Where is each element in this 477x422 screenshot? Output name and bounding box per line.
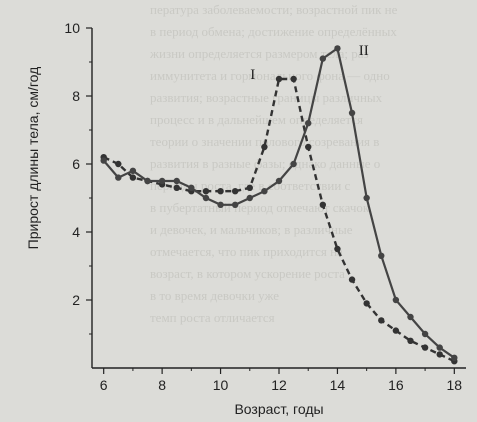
data-point [231,201,239,208]
background-text-line: в период обмена; достижение определённых [150,24,397,39]
data-point [188,184,195,191]
data-point [246,194,253,202]
x-tick-label: 16 [388,377,404,393]
background-text-line: иммунитета и гормонального фона — одно [150,68,390,83]
data-point [334,45,341,52]
x-tick-label: 14 [330,377,346,393]
data-point [158,177,166,185]
data-point [202,188,210,195]
data-point [305,120,312,127]
x-tick-label: 8 [158,377,166,393]
data-point [334,245,341,253]
y-tick-label: 8 [72,88,80,104]
data-point [144,177,151,185]
data-point [451,354,458,361]
data-point [100,157,107,164]
data-point [129,167,137,174]
data-point [436,351,443,358]
data-point [378,252,385,259]
data-point [421,344,429,351]
y-tick-label: 4 [72,224,80,240]
background-text-line: возраст, в котором ускорение роста [150,266,345,281]
data-point [305,143,312,151]
data-point [261,143,268,151]
data-point [231,188,239,195]
x-axis-title: Возраст, годы [234,401,323,417]
background-text-line: жизни определяется размером тела; раз [149,46,369,61]
x-tick-label: 18 [447,377,463,393]
y-tick-label: 6 [72,156,80,172]
axis-ticks: 6 8 10 12 14 16 18 2 4 6 8 10 [64,20,462,393]
data-point [115,174,122,181]
series-layer: III [100,43,458,365]
background-text-line: в пубертатный период отмечают скачок [150,200,370,215]
background-text-line: в то время девочки уже [150,288,279,303]
series-label: I [250,67,255,83]
background-text-line: и девочек, и мальчиков; в различные [150,222,353,237]
background-text-line: отмечается, что пик приходится на [150,244,343,259]
background-text-line: пература заболеваемости; возрастной пик … [150,2,398,17]
y-tick-label: 10 [64,20,80,36]
data-point [319,201,327,208]
data-point [348,109,356,117]
y-tick-label: 2 [72,292,80,308]
data-point [319,55,327,62]
data-point [436,344,443,351]
data-point [115,160,122,168]
background-text-line: процесс и в дальнейшем определяется [150,112,363,127]
background-text-line: развития; возрастные границы различных [150,90,383,105]
data-point [392,296,400,304]
data-point [202,194,210,202]
data-point [378,317,385,324]
data-point [348,276,356,283]
x-tick-label: 10 [213,377,229,393]
data-point [173,184,180,191]
data-point [407,337,414,344]
data-point [363,194,370,202]
series-label: II [359,43,369,59]
data-point [290,75,297,83]
y-axis-title: Прирост длины тела, см/год [25,67,41,250]
data-point [275,177,283,185]
data-point [275,75,283,83]
data-point [217,188,224,195]
background-text-line: развития в разные фазы; однако данные о [150,156,380,171]
data-point [217,201,224,208]
data-point [290,160,297,168]
data-point [363,300,370,307]
data-point [246,184,253,191]
data-point [261,188,268,195]
data-point [407,313,414,321]
data-point [129,174,137,181]
data-point [421,330,429,338]
x-tick-label: 12 [271,377,287,393]
data-point [392,327,400,334]
data-point [173,177,180,185]
background-text-line: темп роста отличается [150,310,275,325]
x-tick-label: 6 [100,377,108,393]
